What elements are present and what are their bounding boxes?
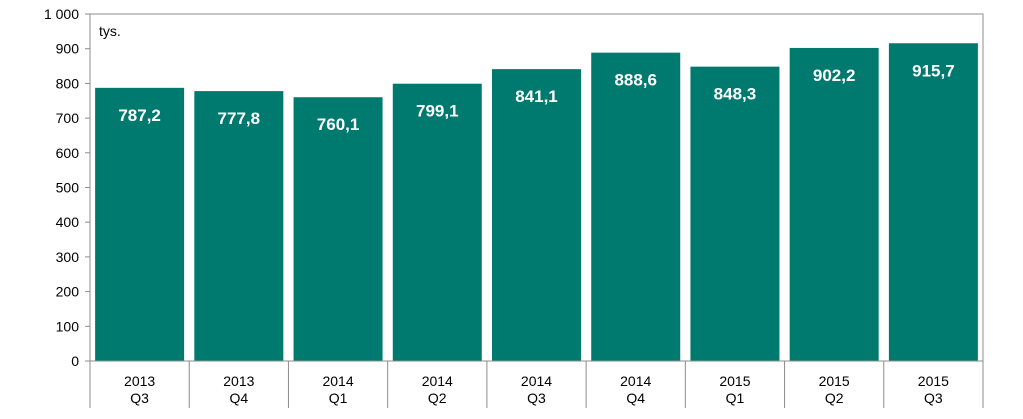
data-label: 915,7 [912,61,955,80]
y-tick-label: 700 [56,110,80,126]
y-tick-label: 1 000 [44,6,79,22]
x-tick-label-year: 2014 [620,373,651,389]
x-tick-label-quarter: Q1 [726,390,745,406]
x-tick-label-quarter: Q4 [626,390,645,406]
y-tick-label: 200 [56,284,80,300]
bar [789,47,879,362]
y-tick-label: 900 [56,41,80,57]
x-tick-label-year: 2014 [422,373,453,389]
x-tick-label-quarter: Q3 [924,390,943,406]
axes-layer [85,13,984,408]
x-tick-label-quarter: Q3 [130,390,149,406]
data-label: 902,2 [813,66,856,85]
unit-label: tys. [99,23,121,39]
x-tick-label-year: 2013 [223,373,254,389]
bar [293,97,383,361]
bars-layer [95,43,978,362]
data-label: 848,3 [714,85,757,104]
data-label: 787,2 [118,106,161,125]
bar [492,69,581,361]
bar [95,87,185,361]
x-tick-label-year: 2013 [124,373,155,389]
x-tick-label-quarter: Q2 [428,390,447,406]
x-tick-label-year: 2014 [521,373,552,389]
data-label: 777,8 [218,109,261,128]
bar [591,52,681,362]
x-tick-label-quarter: Q2 [825,390,844,406]
x-tick-label-quarter: Q3 [527,390,546,406]
y-tick-label: 0 [71,353,79,369]
y-tick-label: 300 [56,249,80,265]
x-tick-label-year: 2014 [322,373,353,389]
x-tick-label-year: 2015 [918,373,949,389]
bar [194,91,284,362]
y-tick-label: 600 [56,145,80,161]
bar [888,43,978,361]
data-label: 841,1 [515,87,558,106]
x-tick-label-year: 2015 [719,373,750,389]
data-label: 799,1 [416,102,459,121]
y-tick-label: 100 [56,318,80,334]
labels-layer: 0 100 200 300 400 500 600 700 800 900 1 000 787,2 20… [44,6,955,406]
data-label: 760,1 [317,115,360,134]
bar [690,66,780,362]
y-tick-label: 400 [56,214,80,230]
x-tick-label-quarter: Q4 [229,390,248,406]
data-label: 888,6 [614,71,657,90]
bar [392,83,482,361]
y-tick-label: 800 [56,75,80,91]
x-tick-label-year: 2015 [819,373,850,389]
y-tick-label: 500 [56,180,80,196]
x-tick-label-quarter: Q1 [329,390,348,406]
